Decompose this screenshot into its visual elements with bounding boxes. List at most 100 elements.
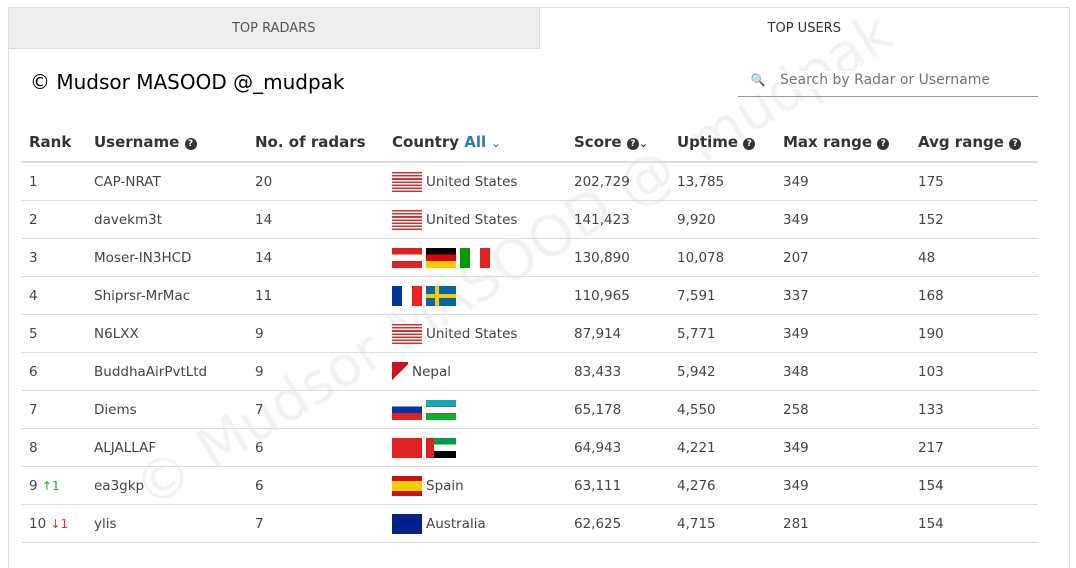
col-username[interactable]: Username ? xyxy=(86,123,247,163)
uptime-cell: 4,276 xyxy=(669,466,775,505)
tab-top-users[interactable]: TOP USERS xyxy=(539,8,1069,49)
flag-us-icon xyxy=(392,209,422,230)
uptime-cell: 9,920 xyxy=(669,200,775,239)
radars-cell: 9 xyxy=(247,352,384,391)
max-range-cell: 281 xyxy=(775,504,910,543)
username-cell[interactable]: ALJALLAF xyxy=(86,428,247,467)
username-cell[interactable]: Diems xyxy=(86,390,247,429)
username-cell[interactable]: N6LXX xyxy=(86,314,247,353)
avg-range-cell: 217 xyxy=(910,428,1038,467)
flag-us-icon xyxy=(392,323,422,344)
country-filter-dropdown[interactable]: All ⌄ xyxy=(464,133,500,151)
country-name: Australia xyxy=(426,515,486,532)
col-radars[interactable]: No. of radars xyxy=(247,123,384,163)
uptime-cell: 4,550 xyxy=(669,390,775,429)
username-cell[interactable]: davekm3t xyxy=(86,200,247,239)
col-score[interactable]: Score ? ⌄ xyxy=(566,123,669,163)
username-cell[interactable]: CAP-NRAT xyxy=(86,162,247,201)
radars-cell: 6 xyxy=(247,466,384,505)
table-row[interactable]: 4 Shiprsr-MrMac 11 110,965 7,591 337 168 xyxy=(21,276,1038,315)
search-icon: 🔍 xyxy=(750,73,766,87)
avg-range-cell: 154 xyxy=(910,466,1038,505)
radars-cell: 14 xyxy=(247,200,384,239)
flag-np-icon xyxy=(392,361,408,382)
score-cell: 202,729 xyxy=(566,162,669,201)
country-name: United States xyxy=(426,173,518,190)
max-range-cell: 349 xyxy=(775,200,910,239)
arrow-down-icon: ↓ xyxy=(50,516,61,531)
flag-ch-icon xyxy=(392,437,422,458)
rank-change-value: 1 xyxy=(60,516,69,531)
score-cell: 83,433 xyxy=(566,352,669,391)
flag-uz-icon xyxy=(426,399,456,420)
table-header: Rank Username ? No. of radars Country Al… xyxy=(21,123,1038,163)
avg-range-cell: 48 xyxy=(910,238,1038,277)
help-icon[interactable]: ? xyxy=(877,138,890,150)
max-range-cell: 258 xyxy=(775,390,910,429)
username-cell[interactable]: Moser-IN3HCD xyxy=(86,238,247,277)
col-uptime[interactable]: Uptime ? xyxy=(669,123,775,163)
rank-cell: 8 xyxy=(21,428,86,467)
help-icon[interactable]: ? xyxy=(626,138,639,150)
username-cell[interactable]: ea3gkp xyxy=(86,466,247,505)
tab-top-radars[interactable]: TOP RADARS xyxy=(9,8,540,49)
flag-ae-icon xyxy=(426,437,456,458)
col-max-range[interactable]: Max range ? xyxy=(775,123,910,163)
col-rank[interactable]: Rank xyxy=(21,123,86,163)
score-cell: 63,111 xyxy=(566,466,669,505)
rank-cell: 7 xyxy=(21,390,86,429)
rank-value: 5 xyxy=(29,325,38,342)
radars-cell: 6 xyxy=(247,428,384,467)
username-cell[interactable]: BuddhaAirPvtLtd xyxy=(86,352,247,391)
col-label: No. of radars xyxy=(255,133,366,151)
avg-range-cell: 168 xyxy=(910,276,1038,315)
rank-cell: 1 xyxy=(21,162,86,201)
radars-cell: 20 xyxy=(247,162,384,201)
col-label: Username xyxy=(94,133,180,151)
col-label: Max range xyxy=(783,133,873,151)
radars-cell: 14 xyxy=(247,238,384,277)
help-icon[interactable]: ? xyxy=(1009,138,1022,150)
sort-chevron-icon: ⌄ xyxy=(638,137,649,150)
rank-change-value: 1 xyxy=(51,478,60,493)
country-name: United States xyxy=(426,325,518,342)
table-row[interactable]: 3 Moser-IN3HCD 14 130,890 10,078 207 48 xyxy=(21,238,1038,277)
flag-fr-icon xyxy=(392,285,422,306)
avg-range-cell: 152 xyxy=(910,200,1038,239)
max-range-cell: 349 xyxy=(775,162,910,201)
uptime-cell: 4,715 xyxy=(669,504,775,543)
search-input[interactable] xyxy=(778,71,1032,89)
credit-overlay: © Mudsor MASOOD @_mudpak xyxy=(30,70,345,94)
table-row[interactable]: 5 N6LXX 9 United States 87,914 5,771 349… xyxy=(21,314,1038,353)
country-cell: Spain xyxy=(384,466,566,505)
username-cell[interactable]: ylis xyxy=(86,504,247,543)
table-row[interactable]: 10 ↓1 ylis 7 Australia 62,625 4,715 281 … xyxy=(21,504,1038,543)
radars-cell: 7 xyxy=(247,504,384,543)
country-cell xyxy=(384,238,566,277)
country-filter-value: All xyxy=(464,133,487,151)
help-icon[interactable]: ? xyxy=(743,138,756,150)
rank-value: 4 xyxy=(29,287,38,304)
table-row[interactable]: 1 CAP-NRAT 20 United States 202,729 13,7… xyxy=(21,162,1038,201)
country-cell: Australia xyxy=(384,504,566,543)
username-cell[interactable]: Shiprsr-MrMac xyxy=(86,276,247,315)
country-cell xyxy=(384,428,566,467)
users-table: Rank Username ? No. of radars Country Al… xyxy=(21,123,1038,543)
flag-ru-icon xyxy=(392,399,422,420)
country-cell xyxy=(384,390,566,429)
table-row[interactable]: 8 ALJALLAF 6 64,943 4,221 349 217 xyxy=(21,428,1038,467)
flag-it-icon xyxy=(460,247,490,268)
help-icon[interactable]: ? xyxy=(184,138,197,150)
max-range-cell: 349 xyxy=(775,428,910,467)
col-avg-range[interactable]: Avg range ? xyxy=(910,123,1038,163)
max-range-cell: 337 xyxy=(775,276,910,315)
uptime-cell: 7,591 xyxy=(669,276,775,315)
table-row[interactable]: 6 BuddhaAirPvtLtd 9 Nepal 83,433 5,942 3… xyxy=(21,352,1038,391)
rank-value: 1 xyxy=(29,173,38,190)
table-row[interactable]: 2 davekm3t 14 United States 141,423 9,92… xyxy=(21,200,1038,239)
rank-cell: 4 xyxy=(21,276,86,315)
table-row[interactable]: 7 Diems 7 65,178 4,550 258 133 xyxy=(21,390,1038,429)
col-label: Score xyxy=(574,133,622,151)
table-row[interactable]: 9 ↑1 ea3gkp 6 Spain 63,111 4,276 349 154 xyxy=(21,466,1038,505)
chevron-down-icon: ⌄ xyxy=(491,137,501,150)
